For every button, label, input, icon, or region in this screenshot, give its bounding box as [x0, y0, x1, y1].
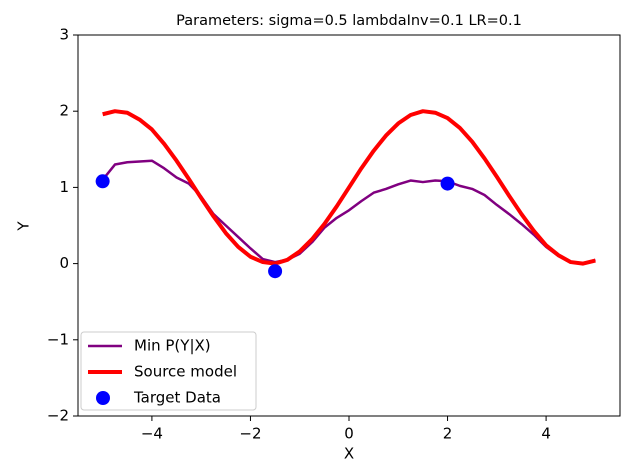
legend-label: Target Data [133, 389, 221, 407]
legend-label: Source model [134, 363, 237, 381]
y-tick-label: 0 [59, 254, 69, 272]
x-tick-label: −4 [141, 425, 163, 443]
x-tick-label: −2 [239, 425, 261, 443]
scatter-point [95, 174, 110, 189]
x-axis-label: X [344, 445, 354, 463]
y-tick-label: −2 [47, 407, 69, 425]
chart-title: Parameters: sigma=0.5 lambdaInv=0.1 LR=0… [176, 13, 522, 29]
plot-frame [77, 34, 621, 417]
legend-label: Min P(Y|X) [134, 337, 211, 355]
y-tick-label: −1 [47, 330, 69, 348]
line [101, 159, 596, 265]
x-tick-label: 0 [344, 425, 354, 443]
scatter-point [440, 176, 455, 191]
x-tick-label: 4 [541, 425, 551, 443]
legend-box [80, 331, 257, 411]
line [102, 109, 596, 266]
y-axis-label: Y [15, 221, 33, 232]
y-tick-label: 3 [59, 26, 69, 44]
scatter-point [268, 264, 283, 279]
legend-marker [96, 391, 110, 405]
y-tick-label: 1 [59, 178, 69, 196]
y-tick-label: 2 [59, 102, 69, 120]
x-tick-label: 2 [443, 425, 453, 443]
